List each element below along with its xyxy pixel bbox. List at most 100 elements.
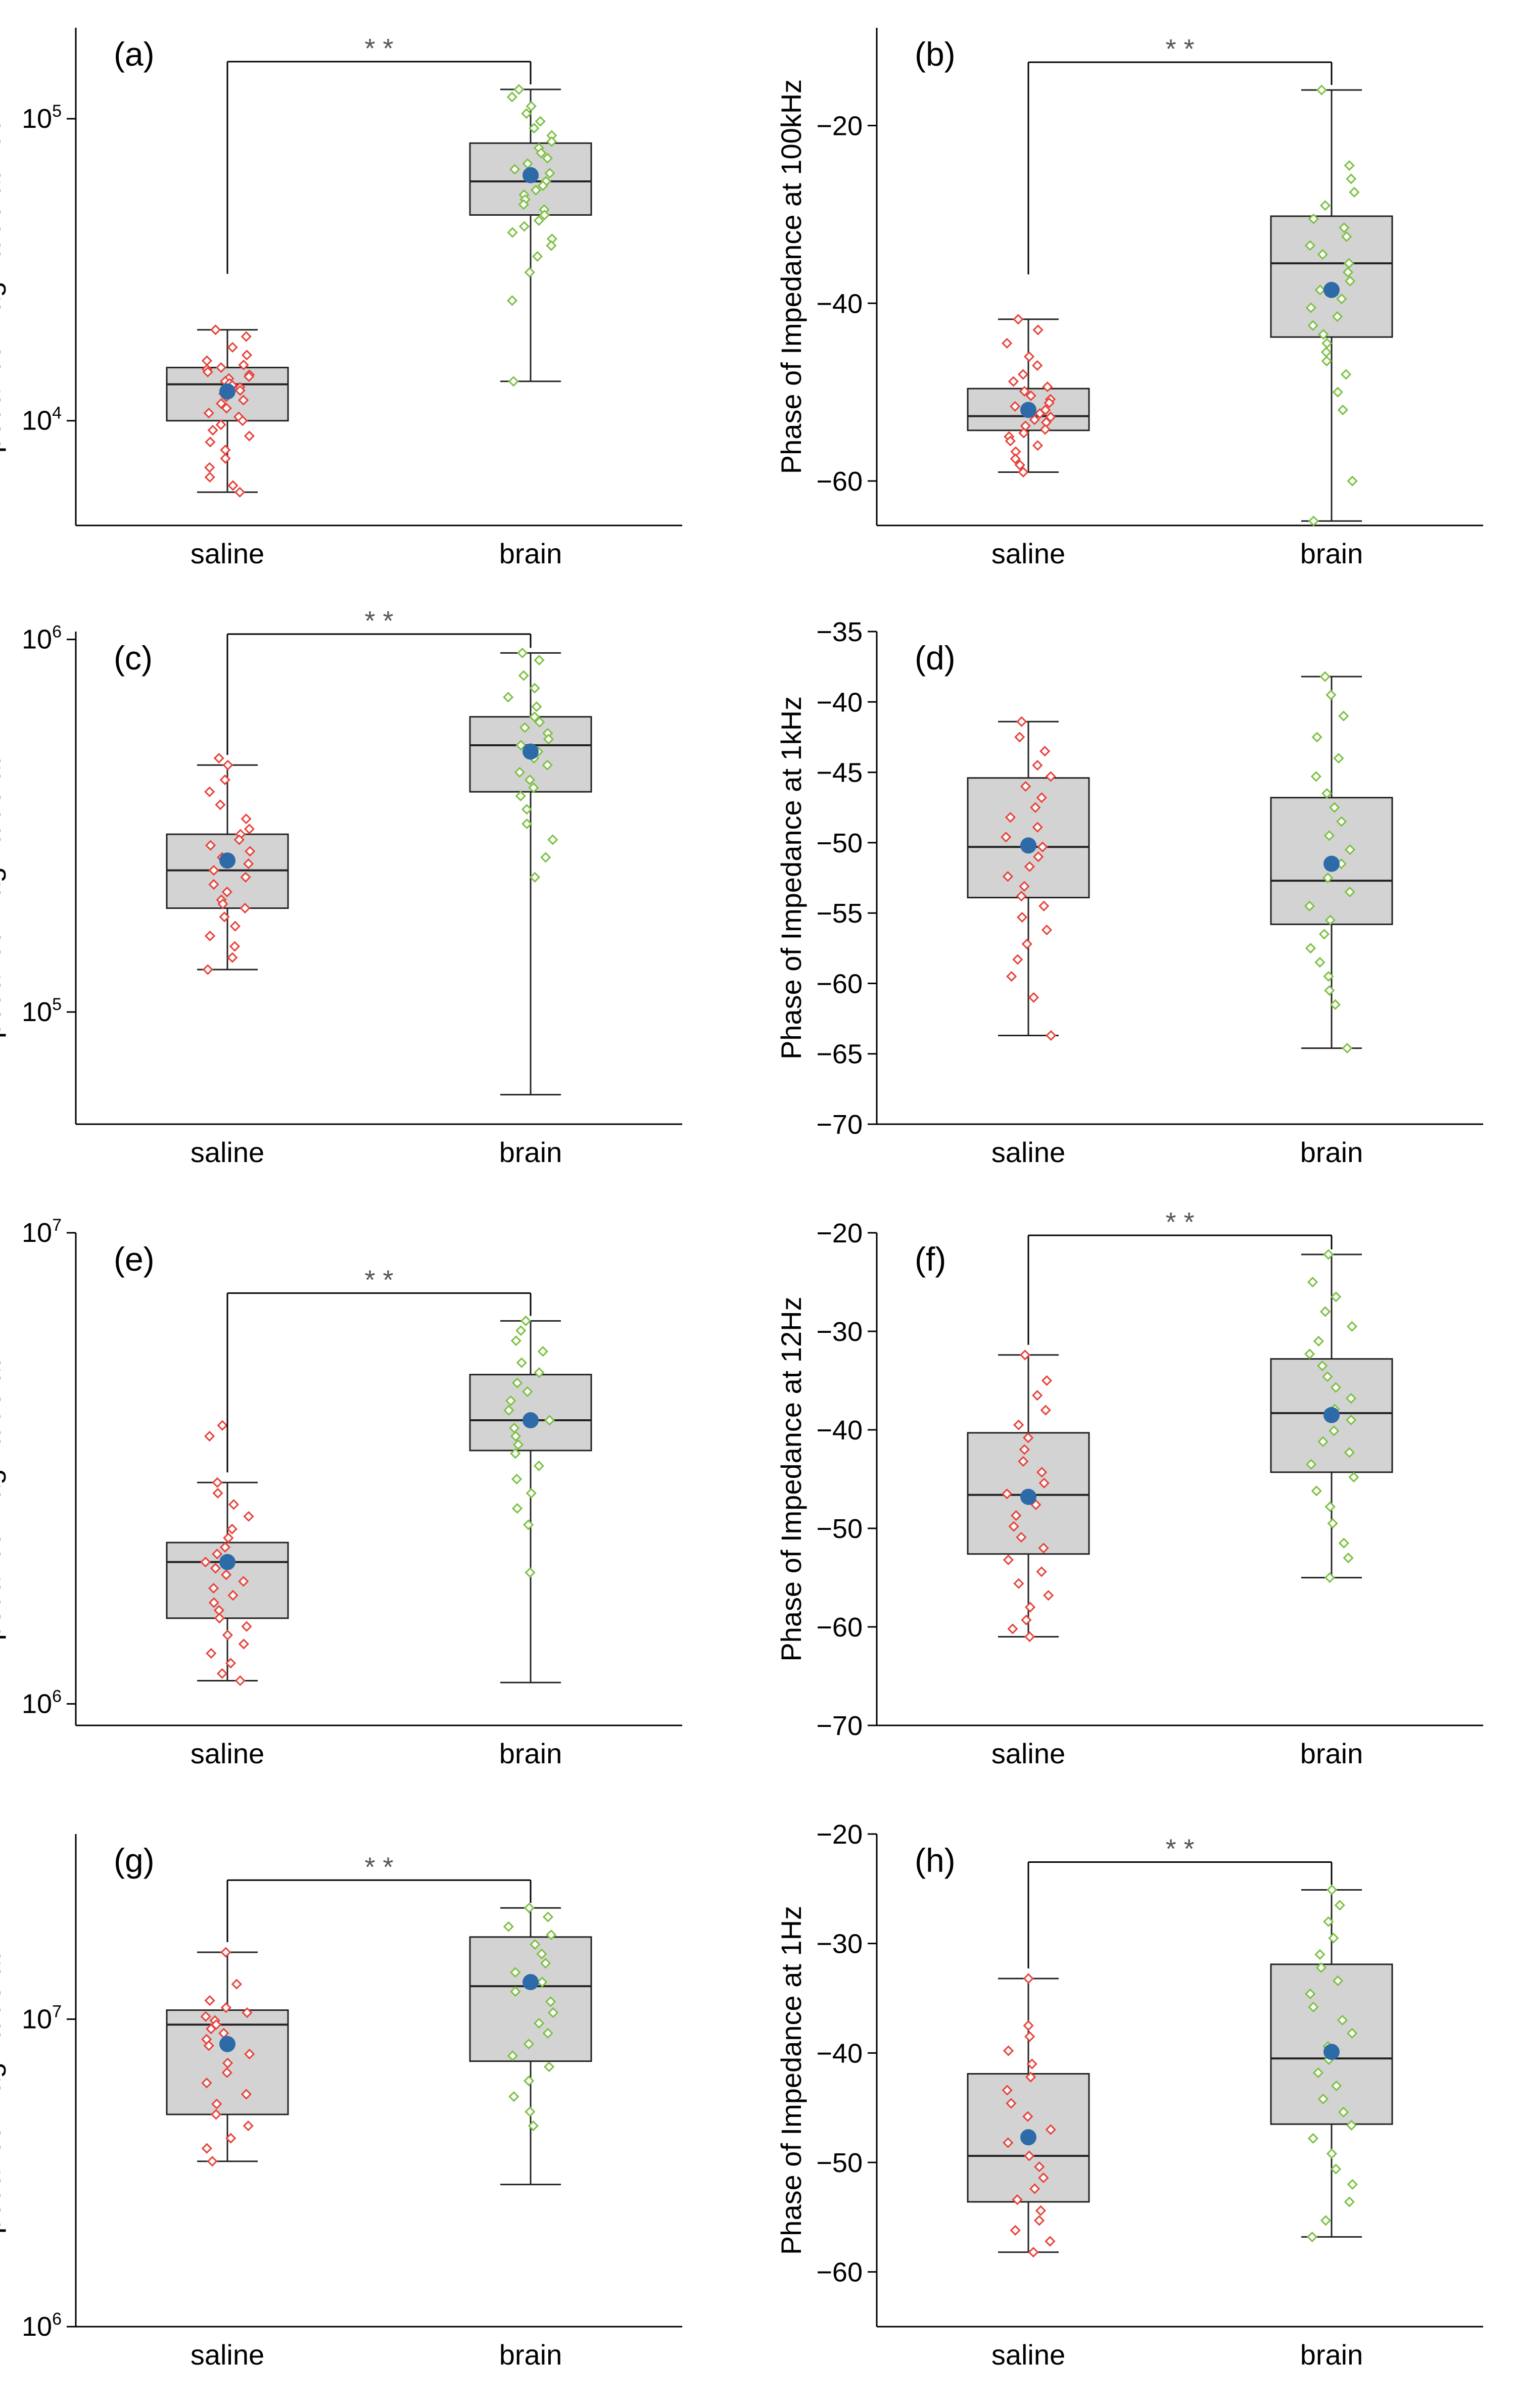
data-point	[1014, 459, 1025, 470]
data-point	[1322, 1371, 1333, 1382]
data-point	[215, 362, 227, 373]
data-point	[1337, 404, 1348, 415]
data-point	[1328, 1933, 1339, 1944]
category-label: brain	[1300, 1136, 1363, 1168]
data-point	[1045, 411, 1056, 423]
mean-marker	[1323, 2044, 1340, 2060]
data-point	[1332, 1975, 1344, 1986]
data-point	[1313, 1335, 1324, 1347]
data-point	[1346, 2028, 1358, 2039]
data-point	[222, 2057, 233, 2068]
data-point	[1018, 1456, 1029, 1467]
data-point	[1344, 2196, 1355, 2207]
y-tick-label: −40	[816, 687, 863, 717]
data-point	[243, 371, 255, 382]
data-point	[1001, 832, 1012, 843]
data-point	[240, 902, 251, 914]
mean-marker	[219, 383, 235, 400]
data-point	[1349, 186, 1360, 198]
data-point	[212, 1549, 223, 1560]
data-point	[1341, 231, 1352, 242]
data-point	[1326, 2148, 1338, 2159]
data-point	[1338, 2106, 1349, 2117]
data-point	[1305, 1459, 1317, 1470]
category-label: brain	[499, 1738, 562, 1769]
data-point	[1330, 999, 1341, 1010]
data-point	[1343, 258, 1355, 269]
data-point	[204, 471, 215, 483]
data-point	[1315, 1962, 1327, 1973]
data-point	[1319, 1306, 1331, 1317]
panel-g: 106 107 Impedance Magnitude at 1Hz (g) salin…	[0, 1834, 682, 2371]
panel-e: 106 107 Impedance Magnitude at 12Hz (e) sali…	[0, 1216, 682, 1769]
data-point	[1013, 1419, 1024, 1430]
data-point	[1338, 710, 1349, 721]
data-point	[1017, 369, 1029, 380]
data-point	[503, 1921, 514, 1932]
data-point	[1003, 2137, 1014, 2148]
data-point	[512, 1377, 523, 1388]
mean-marker	[523, 167, 539, 183]
data-point	[508, 2091, 519, 2102]
data-point	[1344, 160, 1355, 171]
data-point	[213, 1605, 225, 1616]
data-point	[223, 1532, 234, 1544]
data-point	[221, 2067, 232, 2078]
panel-h: −20 −30 −40 −50 −60 Phase of Impedance at 1Hz…	[775, 1819, 1483, 2371]
data-point	[1305, 1988, 1316, 1999]
data-point	[537, 180, 548, 191]
data-point	[1330, 2163, 1342, 2175]
y-tick-label: −60	[816, 969, 863, 999]
data-point	[203, 2040, 214, 2051]
y-axis-title: Impedance Magnitude at 1Hz	[0, 1896, 6, 2266]
y-tick-label: −40	[816, 1415, 863, 1446]
mean-marker	[1323, 1407, 1340, 1423]
data-point	[1348, 1471, 1359, 1483]
data-point	[1336, 293, 1347, 305]
data-point	[1045, 771, 1056, 782]
data-point	[1321, 338, 1333, 349]
data-point	[515, 740, 527, 751]
data-point	[1038, 2172, 1049, 2183]
data-point	[530, 184, 542, 196]
data-point	[506, 295, 518, 306]
data-point	[1320, 2215, 1332, 2226]
data-point	[510, 1448, 521, 1459]
data-point	[1308, 515, 1319, 526]
data-point	[1347, 2179, 1358, 2190]
data-point	[521, 818, 533, 830]
data-point	[1039, 424, 1051, 435]
mean-marker	[523, 1412, 539, 1429]
y-tick-label: −20	[816, 1218, 863, 1248]
data-point	[1329, 802, 1340, 813]
y-axis-title: Impedance Magnitude at 1kHz	[0, 686, 6, 1070]
data-point	[1324, 1572, 1336, 1583]
data-point	[539, 209, 550, 221]
data-point	[216, 398, 227, 409]
mean-marker	[1323, 855, 1340, 872]
data-point	[524, 1902, 535, 1913]
data-point	[1041, 924, 1053, 936]
y-tick-label: −60	[816, 2257, 863, 2288]
y-tick-label: −20	[816, 1819, 863, 1850]
data-point	[509, 1422, 520, 1434]
data-point	[546, 233, 557, 245]
panel-label: (c)	[114, 639, 153, 677]
data-point	[220, 445, 231, 456]
category-label: saline	[191, 538, 264, 569]
data-point	[1041, 1375, 1053, 1386]
data-point	[540, 1958, 551, 1969]
data-point	[1010, 401, 1021, 412]
significance-marker: * *	[364, 1265, 393, 1295]
data-point	[220, 453, 231, 464]
data-point	[1019, 881, 1030, 892]
data-point	[208, 865, 219, 876]
mean-marker	[1020, 2129, 1036, 2146]
panel-label: (a)	[114, 35, 155, 73]
data-point	[507, 227, 518, 238]
data-point	[510, 1967, 521, 1978]
data-point	[533, 1460, 544, 1471]
y-tick-label: 106	[22, 2309, 62, 2342]
data-point	[1304, 900, 1315, 911]
data-point	[200, 1557, 211, 1568]
